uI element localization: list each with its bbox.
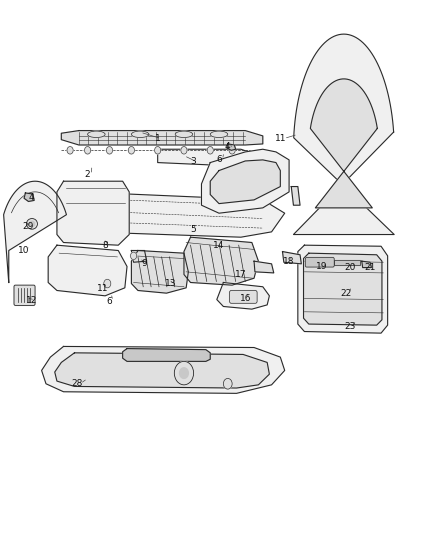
Text: 16: 16 (240, 294, 251, 303)
Text: 23: 23 (345, 322, 356, 330)
Text: 6: 6 (106, 297, 113, 305)
Ellipse shape (26, 219, 37, 229)
Ellipse shape (29, 221, 35, 227)
Circle shape (174, 361, 194, 385)
Text: 1: 1 (155, 134, 161, 143)
Polygon shape (131, 251, 188, 293)
Polygon shape (362, 261, 371, 268)
Polygon shape (48, 245, 127, 296)
Text: 21: 21 (364, 263, 376, 272)
Text: 4: 4 (29, 193, 34, 201)
Circle shape (207, 147, 213, 154)
Polygon shape (158, 149, 272, 168)
Text: 11: 11 (97, 285, 109, 293)
Polygon shape (210, 160, 280, 204)
Polygon shape (298, 245, 388, 333)
Text: 20: 20 (345, 263, 356, 272)
Text: 29: 29 (22, 222, 33, 231)
Text: 2: 2 (85, 171, 90, 179)
Polygon shape (283, 252, 301, 264)
Circle shape (223, 378, 232, 389)
Circle shape (128, 147, 134, 154)
Polygon shape (4, 181, 67, 282)
Polygon shape (42, 346, 285, 393)
Circle shape (180, 368, 188, 378)
Ellipse shape (175, 131, 193, 138)
Polygon shape (184, 237, 258, 285)
Bar (334, 260, 360, 265)
Bar (334, 260, 360, 265)
Ellipse shape (88, 131, 105, 138)
Text: 13: 13 (165, 279, 177, 288)
FancyBboxPatch shape (230, 290, 257, 303)
Text: 22: 22 (340, 289, 352, 297)
Polygon shape (227, 144, 236, 150)
Polygon shape (293, 34, 394, 235)
Text: 6: 6 (216, 156, 222, 164)
Polygon shape (55, 353, 269, 388)
Circle shape (67, 147, 73, 154)
Circle shape (104, 279, 111, 288)
Polygon shape (291, 187, 300, 205)
Polygon shape (254, 261, 274, 273)
Polygon shape (311, 79, 377, 208)
Circle shape (181, 147, 187, 154)
Polygon shape (123, 349, 210, 361)
Text: 28: 28 (71, 379, 82, 388)
Polygon shape (70, 192, 285, 237)
Text: 5: 5 (190, 225, 196, 233)
Text: 18: 18 (283, 257, 295, 265)
Text: 9: 9 (141, 260, 148, 268)
Polygon shape (61, 131, 263, 145)
Text: 4: 4 (225, 142, 230, 151)
Polygon shape (57, 181, 129, 245)
Polygon shape (304, 253, 382, 325)
FancyBboxPatch shape (14, 285, 35, 305)
Text: 12: 12 (26, 296, 37, 304)
Circle shape (106, 147, 113, 154)
Circle shape (229, 147, 235, 154)
FancyBboxPatch shape (305, 257, 334, 267)
Polygon shape (217, 282, 269, 309)
Polygon shape (24, 193, 34, 201)
Circle shape (131, 252, 137, 260)
Circle shape (155, 147, 161, 154)
Text: 10: 10 (18, 246, 29, 255)
Polygon shape (131, 251, 147, 262)
Text: 19: 19 (316, 262, 328, 271)
Text: 8: 8 (102, 241, 108, 249)
Circle shape (85, 147, 91, 154)
Polygon shape (201, 149, 289, 213)
Ellipse shape (210, 131, 228, 138)
Text: 3: 3 (190, 157, 196, 166)
Text: 14: 14 (213, 241, 225, 249)
Text: 17: 17 (235, 270, 247, 279)
Text: 11: 11 (275, 134, 286, 143)
Ellipse shape (131, 131, 149, 138)
